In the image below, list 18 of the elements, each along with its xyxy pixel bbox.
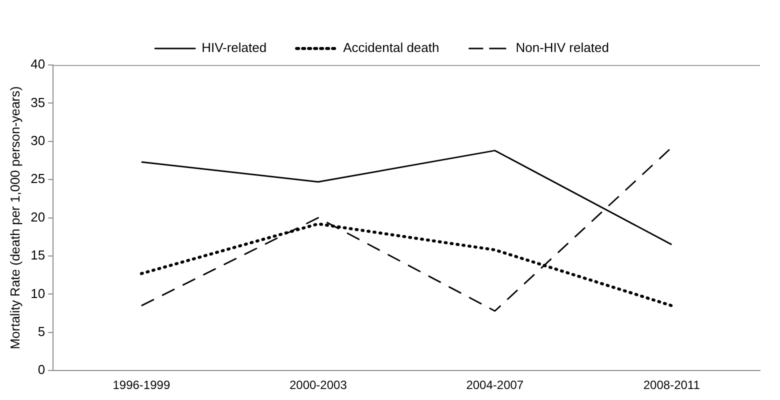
x-tick-label: 2008-2011 (643, 378, 700, 392)
y-tick-label: 30 (30, 132, 46, 148)
line-series (140, 146, 672, 312)
y-tick-label: 20 (30, 209, 46, 224)
legend-label: Accidental death (343, 40, 440, 56)
x-tick-label: 1996-1999 (112, 378, 170, 392)
y-tick-label: 10 (30, 286, 46, 301)
x-tick-label: 2004-2007 (466, 378, 524, 392)
y-tick-label: 25 (30, 171, 46, 186)
y-tick-label: 40 (30, 56, 46, 72)
y-tick-label: 15 (30, 248, 46, 263)
legend-label: HIV-related (202, 40, 267, 56)
y-tick-label: 5 (38, 324, 46, 339)
y-tick-label: 35 (30, 94, 46, 110)
legend-label: Non-HIV related (516, 40, 609, 56)
x-tick-label: 2000-2003 (289, 378, 348, 392)
y-axis-title: Mortality Rate (death per 1,000 person-years) (7, 86, 22, 350)
y-tick-label: 0 (38, 362, 46, 378)
